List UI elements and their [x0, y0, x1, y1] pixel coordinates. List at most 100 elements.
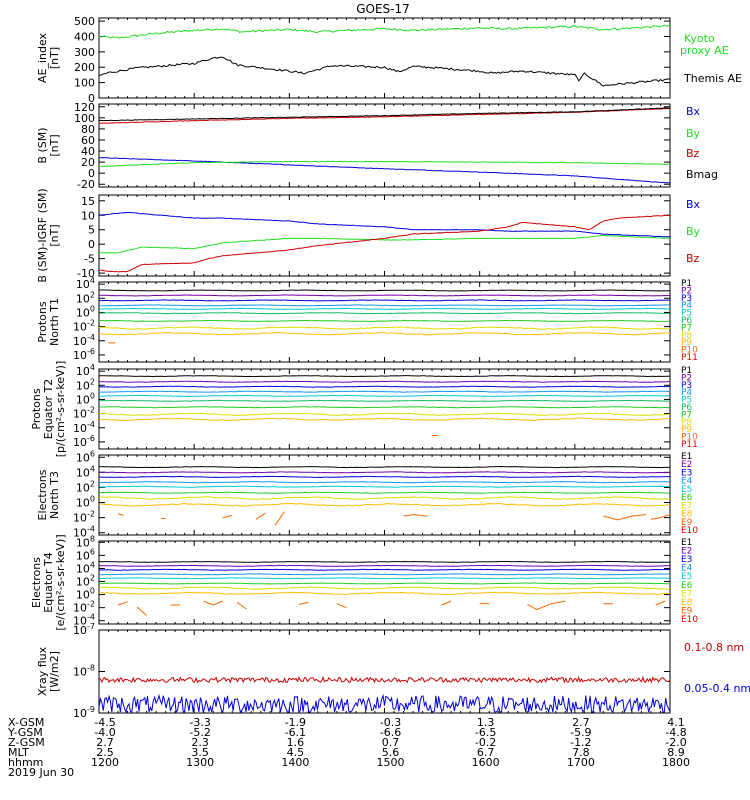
legend-e7: E7	[681, 589, 692, 599]
ephem-value: -0.2	[475, 736, 496, 749]
series-themis-ae	[98, 56, 671, 87]
ephem-value: 5.6	[382, 746, 400, 759]
legend-p9: P9	[681, 425, 692, 435]
ephem-value: 1300	[186, 756, 214, 769]
y-tick-label: 104	[76, 363, 95, 378]
panel-6: Electrons North T310610410210010-210-4E1E…	[36, 449, 698, 539]
y-tick-label: 40	[81, 145, 95, 158]
legend-p11: P11	[681, 440, 698, 450]
series-by	[99, 234, 671, 254]
y-axis-label: Equator T2	[42, 379, 55, 439]
series-e9-fragment	[298, 601, 309, 605]
series-e9-fragment	[650, 514, 671, 520]
y-axis-label: B (SM)-IGRF (SM)	[36, 188, 49, 282]
y-tick-label: 104	[76, 464, 95, 479]
series-p8	[98, 326, 671, 330]
legend-e4: E4	[681, 477, 693, 487]
legend-e2: E2	[681, 460, 692, 470]
series-p9	[98, 331, 671, 336]
panel-frame	[98, 281, 671, 363]
legend-kyoto: Kyoto	[684, 32, 715, 45]
y-tick-label: 120	[74, 101, 95, 114]
series-e7	[99, 586, 671, 590]
y-axis-label: North T1	[48, 298, 61, 346]
legend-p7: P7	[681, 323, 692, 333]
series-bx	[98, 211, 671, 238]
legend-e9: E9	[681, 518, 693, 528]
ephem-value: -2.0	[665, 736, 686, 749]
series-e2	[98, 564, 671, 567]
series-e2	[98, 471, 671, 474]
ephem-label: hhmm	[8, 756, 43, 769]
y-tick-label: 102	[76, 479, 95, 494]
legend-e2: E2	[681, 547, 692, 557]
series-e8	[98, 502, 671, 507]
series-e7	[98, 496, 671, 500]
series-by	[99, 160, 671, 167]
ephem-value: 2.7	[96, 736, 114, 749]
y-tick-label: 10-6	[73, 434, 95, 449]
y-axis-label: Equator T4	[42, 552, 55, 612]
legend-p1: P1	[681, 366, 692, 376]
y-axis-label: Protons	[30, 388, 43, 429]
ephem-value: 1500	[377, 756, 405, 769]
series-e5	[98, 577, 671, 580]
legend-e9: E9	[681, 606, 693, 616]
series-p5	[99, 394, 671, 397]
y-tick-label: 0	[88, 92, 95, 105]
legend-themis: Themis AE	[683, 72, 742, 85]
y-axis-label: [p/(cm²-s-sr-keV)]	[54, 361, 67, 458]
plot-title: GOES-17	[356, 2, 410, 16]
series-e9-fragment	[603, 514, 647, 521]
legend-bmag: Bmag	[686, 168, 718, 181]
ephem-value: 8.9	[667, 746, 685, 759]
ephem-value: -5.9	[570, 726, 591, 739]
series-e9-fragment	[203, 600, 223, 606]
series-p7	[99, 406, 670, 409]
ephem-value: 1.3	[477, 716, 495, 729]
ephem-value: 0.7	[382, 736, 400, 749]
ephem-value: 7.8	[572, 746, 590, 759]
series-e9-fragment	[117, 513, 124, 516]
panel-frame	[98, 540, 671, 625]
y-tick-label: 60	[81, 134, 95, 147]
series-p4	[99, 390, 671, 393]
series-e9-fragment	[136, 606, 147, 616]
legend-p2: P2	[681, 286, 692, 296]
legend-e10: E10	[681, 615, 698, 625]
legend-p1: P1	[681, 279, 692, 289]
ephem-value: -4.8	[665, 726, 686, 739]
legend-p2: P2	[681, 373, 692, 383]
series-e9-fragment	[255, 512, 266, 520]
series-p9	[98, 417, 671, 422]
legend-p5: P5	[681, 309, 692, 319]
series-p6	[99, 312, 671, 315]
series-e9-fragment	[403, 514, 428, 517]
series-e1	[98, 465, 671, 469]
y-tick-label: 0	[88, 238, 95, 251]
series-p1	[99, 375, 670, 378]
date-label: 2019 Jun 30	[8, 766, 74, 779]
legend-p10: P10	[681, 346, 698, 356]
legend-bz: Bz	[686, 252, 700, 265]
y-tick-label: 10-6	[73, 347, 95, 362]
ephem-value: 1700	[567, 756, 595, 769]
series-e3	[98, 475, 670, 478]
series-e6	[98, 582, 670, 585]
ephem-label: Y-GSM	[7, 726, 43, 739]
series-e1	[98, 560, 671, 563]
legend-e5: E5	[681, 572, 692, 582]
ephem-value: -6.6	[380, 726, 401, 739]
y-tick-label: 10-9	[73, 705, 95, 720]
legend-e1: E1	[681, 452, 692, 462]
series-e9-fragment	[527, 600, 566, 611]
y-tick-label: 10-8	[73, 664, 95, 679]
ephem-value: -1.2	[570, 736, 591, 749]
y-axis-label: Electrons	[30, 557, 43, 608]
y-tick-label: 5	[88, 224, 95, 237]
y-tick-label: -5	[84, 253, 95, 266]
